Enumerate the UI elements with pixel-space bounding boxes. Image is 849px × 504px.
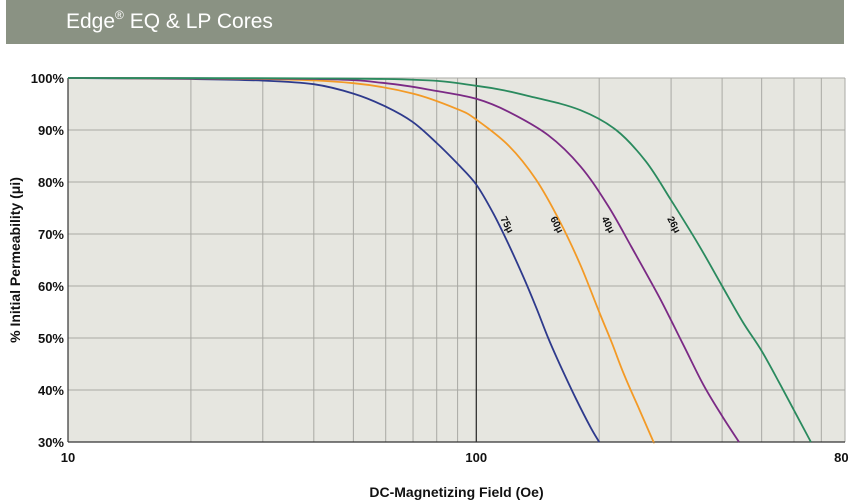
curves xyxy=(67,77,812,444)
header-bar: Edge® EQ & LP Cores xyxy=(6,0,844,44)
x-tick-label: 10 xyxy=(61,450,75,465)
registered-mark: ® xyxy=(115,8,124,22)
y-tick-label: 50% xyxy=(38,331,64,346)
plot-area xyxy=(68,78,845,442)
y-tick-label: 30% xyxy=(38,435,64,450)
y-tick-label: 60% xyxy=(38,279,64,294)
y-tick-label: 70% xyxy=(38,227,64,242)
title-rest: EQ & LP Cores xyxy=(123,10,273,33)
curve-40u xyxy=(67,77,740,443)
y-tick-label: 100% xyxy=(31,71,65,86)
tick-labels: 30% 40% 50% 60% 70% 80% 90% 100% 10 100 800 xyxy=(31,71,849,465)
y-tick-label: 80% xyxy=(38,175,64,190)
curve-60u xyxy=(67,77,655,444)
y-axis-title: % Initial Permeability (μi) xyxy=(7,177,23,343)
x-tick-label: 800 xyxy=(834,450,849,465)
y-tick-label: 40% xyxy=(38,383,64,398)
x-tick-label: 100 xyxy=(465,450,487,465)
curve-75u xyxy=(67,77,600,443)
x-axis-title: DC-Magnetizing Field (Oe) xyxy=(369,484,543,500)
axes xyxy=(67,78,845,443)
page-title: Edge® EQ & LP Cores xyxy=(66,8,273,34)
y-tick-label: 90% xyxy=(38,123,64,138)
curve-26u xyxy=(67,77,812,443)
title-main: Edge xyxy=(66,10,116,33)
